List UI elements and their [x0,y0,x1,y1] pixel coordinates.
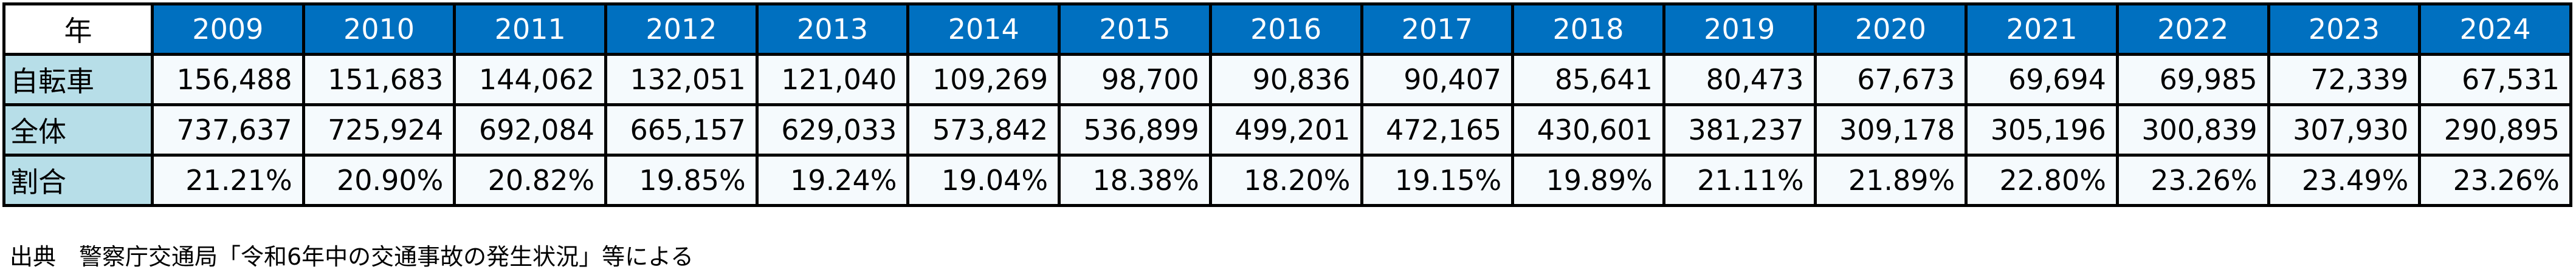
cell: 573,842 [906,103,1061,157]
cell: 21.11% [1662,154,1817,207]
cell: 692,084 [453,103,608,157]
cell: 19.85% [604,154,759,207]
cell: 23.49% [2267,154,2422,207]
cell: 20.90% [301,154,456,207]
cell: 90,836 [1208,53,1363,106]
year-header: 2012 [604,2,759,56]
cell: 19.15% [1360,154,1515,207]
cell: 22.80% [1965,154,2119,207]
cell: 69,694 [1965,53,2119,106]
year-header: 2017 [1360,2,1515,56]
year-header: 2020 [1813,2,1968,56]
year-header: 2010 [301,2,456,56]
cell: 72,339 [2267,53,2422,106]
year-header: 2021 [1965,2,2119,56]
year-header: 2013 [755,2,910,56]
year-header: 2019 [1662,2,1817,56]
cell: 725,924 [301,103,456,157]
cell: 737,637 [151,103,305,157]
cell: 629,033 [755,103,910,157]
cell: 151,683 [301,53,456,106]
table-row: 割合 21.21% 20.90% 20.82% 19.85% 19.24% 19.04% 18… [2,154,2572,207]
cell: 121,040 [755,53,910,106]
cell: 307,930 [2267,103,2422,157]
cell: 21.89% [1813,154,1968,207]
cell: 132,051 [604,53,759,106]
data-table: 年 2009 2010 2011 2012 2013 2014 2015 2016 2017 201… [2,2,2572,207]
cell: 23.26% [2115,154,2270,207]
cell: 23.26% [2418,154,2572,207]
year-header: 2009 [151,2,305,56]
cell: 20.82% [453,154,608,207]
cell: 290,895 [2418,103,2572,157]
cell: 381,237 [1662,103,1817,157]
cell: 19.04% [906,154,1061,207]
cell: 309,178 [1813,103,1968,157]
table-row: 全体 737,637 725,924 692,084 665,157 629,033 573… [2,103,2572,157]
cell: 18.20% [1208,154,1363,207]
cell: 472,165 [1360,103,1515,157]
row-label: 全体 [2,103,154,157]
year-header: 2011 [453,2,608,56]
year-header: 2024 [2418,2,2572,56]
cell: 156,488 [151,53,305,106]
year-header: 2016 [1208,2,1363,56]
cell: 300,839 [2115,103,2270,157]
year-header: 2023 [2267,2,2422,56]
cell: 18.38% [1058,154,1212,207]
cell: 430,601 [1511,103,1665,157]
source-note: 出典 警察庁交通局「令和6年中の交通事故の発生状況」等による [10,243,694,270]
cell: 536,899 [1058,103,1212,157]
cell: 21.21% [151,154,305,207]
cell: 305,196 [1965,103,2119,157]
row-label: 割合 [2,154,154,207]
cell: 109,269 [906,53,1061,106]
header-row: 年 2009 2010 2011 2012 2013 2014 2015 2016 2017 201… [2,2,2572,56]
cell: 67,673 [1813,53,1968,106]
year-header: 2022 [2115,2,2270,56]
corner-cell: 年 [2,2,154,56]
year-header: 2015 [1058,2,1212,56]
row-label: 自転車 [2,53,154,106]
year-header: 2014 [906,2,1061,56]
cell: 665,157 [604,103,759,157]
cell: 144,062 [453,53,608,106]
cell: 80,473 [1662,53,1817,106]
cell: 85,641 [1511,53,1665,106]
cell: 90,407 [1360,53,1515,106]
cell: 67,531 [2418,53,2572,106]
year-header: 2018 [1511,2,1665,56]
cell: 19.89% [1511,154,1665,207]
cell: 499,201 [1208,103,1363,157]
cell: 98,700 [1058,53,1212,106]
cell: 69,985 [2115,53,2270,106]
table-row: 自転車 156,488 151,683 144,062 132,051 121,040 10… [2,53,2572,106]
cell: 19.24% [755,154,910,207]
